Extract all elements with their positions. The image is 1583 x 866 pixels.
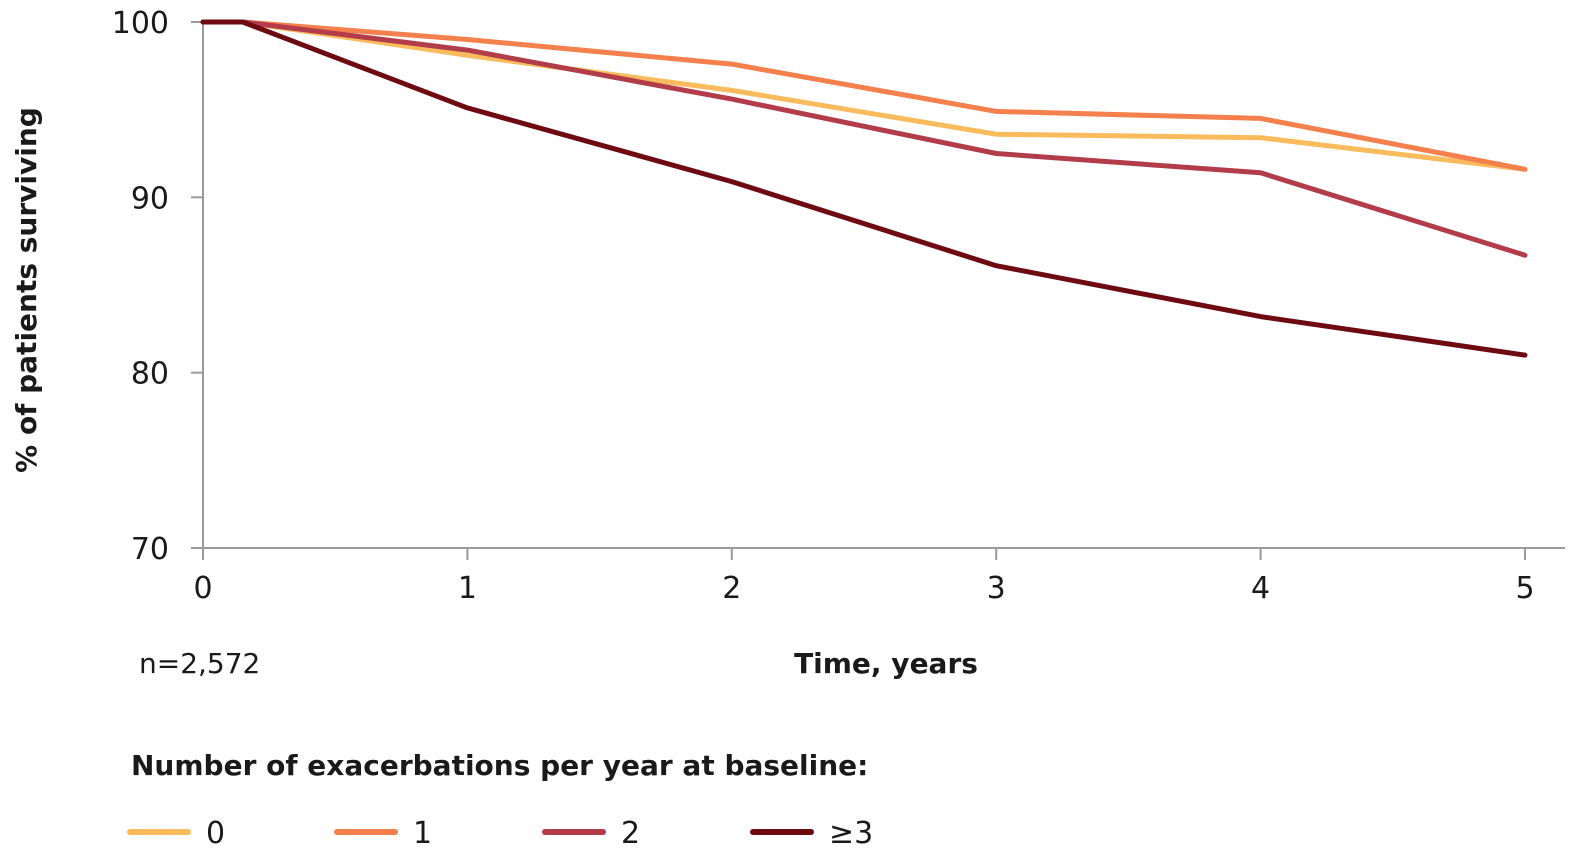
legend-title: Number of exacerbations per year at base…	[131, 749, 868, 782]
x-axis-title: Time, years	[794, 647, 978, 680]
y-axis-title: % of patients surviving	[10, 107, 43, 473]
y-tick-label: 80	[131, 357, 169, 392]
y-tick-label: 90	[131, 181, 169, 216]
legend-label-2: 2	[621, 816, 640, 851]
y-tick-label: 100	[112, 6, 169, 41]
series-line-2	[200, 19, 1528, 258]
axes	[202, 22, 1565, 549]
x-tick-label: 3	[987, 571, 1006, 606]
legend-label-1: 1	[413, 816, 432, 851]
series-line-3	[200, 19, 1528, 358]
y-tick-label: 70	[131, 532, 169, 567]
x-tick-label: 5	[1515, 571, 1534, 606]
sample-size-note: n=2,572	[139, 647, 260, 680]
y-ticks: 70 80 90 100	[112, 6, 203, 567]
series-lines	[200, 19, 1528, 358]
legend: 0 1 2 ≥3	[127, 816, 873, 851]
x-tick-label: 2	[722, 571, 741, 606]
x-tick-label: 1	[458, 571, 477, 606]
x-tick-label: 0	[193, 571, 212, 606]
x-ticks: 0 1 2 3 4 5	[193, 548, 1535, 606]
legend-label-3: ≥3	[829, 816, 873, 851]
x-tick-label: 4	[1251, 571, 1270, 606]
legend-label-0: 0	[206, 816, 225, 851]
